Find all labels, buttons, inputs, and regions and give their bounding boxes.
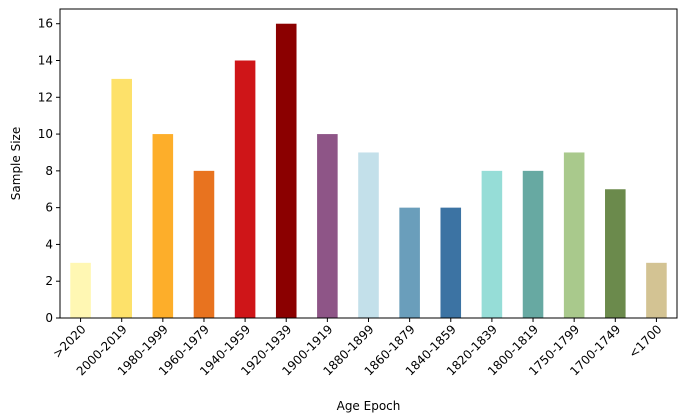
y-tick-label: 4 — [45, 237, 53, 251]
x-tick-label: <1700 — [626, 322, 665, 361]
x-tick-label: >2020 — [50, 322, 89, 361]
bar — [563, 152, 585, 318]
bar — [152, 134, 174, 318]
bar — [605, 189, 626, 318]
bar — [358, 152, 379, 318]
bar — [234, 60, 256, 318]
x-axis-ticks: >20202000-20191980-19991960-19791940-195… — [50, 318, 665, 378]
y-tick-label: 6 — [45, 201, 53, 215]
y-axis-label: Sample Size — [9, 127, 23, 200]
bar — [440, 207, 462, 318]
y-tick-label: 10 — [38, 127, 53, 141]
y-tick-label: 16 — [38, 17, 53, 31]
y-tick-label: 14 — [38, 54, 53, 68]
plot-area: 0 2 4 6 8 10 12 14 16 >20202000-20191980-1999196… — [38, 8, 678, 378]
bar — [193, 170, 215, 318]
bar — [70, 262, 91, 318]
bar — [646, 262, 667, 318]
bars-group — [70, 23, 667, 319]
bar — [522, 170, 544, 318]
y-tick-label: 12 — [38, 90, 53, 104]
plot-frame — [59, 8, 678, 319]
x-axis-label: Age Epoch — [337, 399, 401, 413]
y-axis-ticks: 0 2 4 6 8 10 12 14 16 — [38, 17, 60, 325]
bar — [399, 207, 420, 318]
y-tick-label: 2 — [45, 274, 53, 288]
bar — [317, 134, 338, 318]
bar — [275, 23, 297, 318]
bar — [111, 78, 132, 319]
y-tick-label: 0 — [45, 311, 53, 325]
bar — [481, 170, 503, 318]
y-tick-label: 8 — [45, 164, 53, 178]
